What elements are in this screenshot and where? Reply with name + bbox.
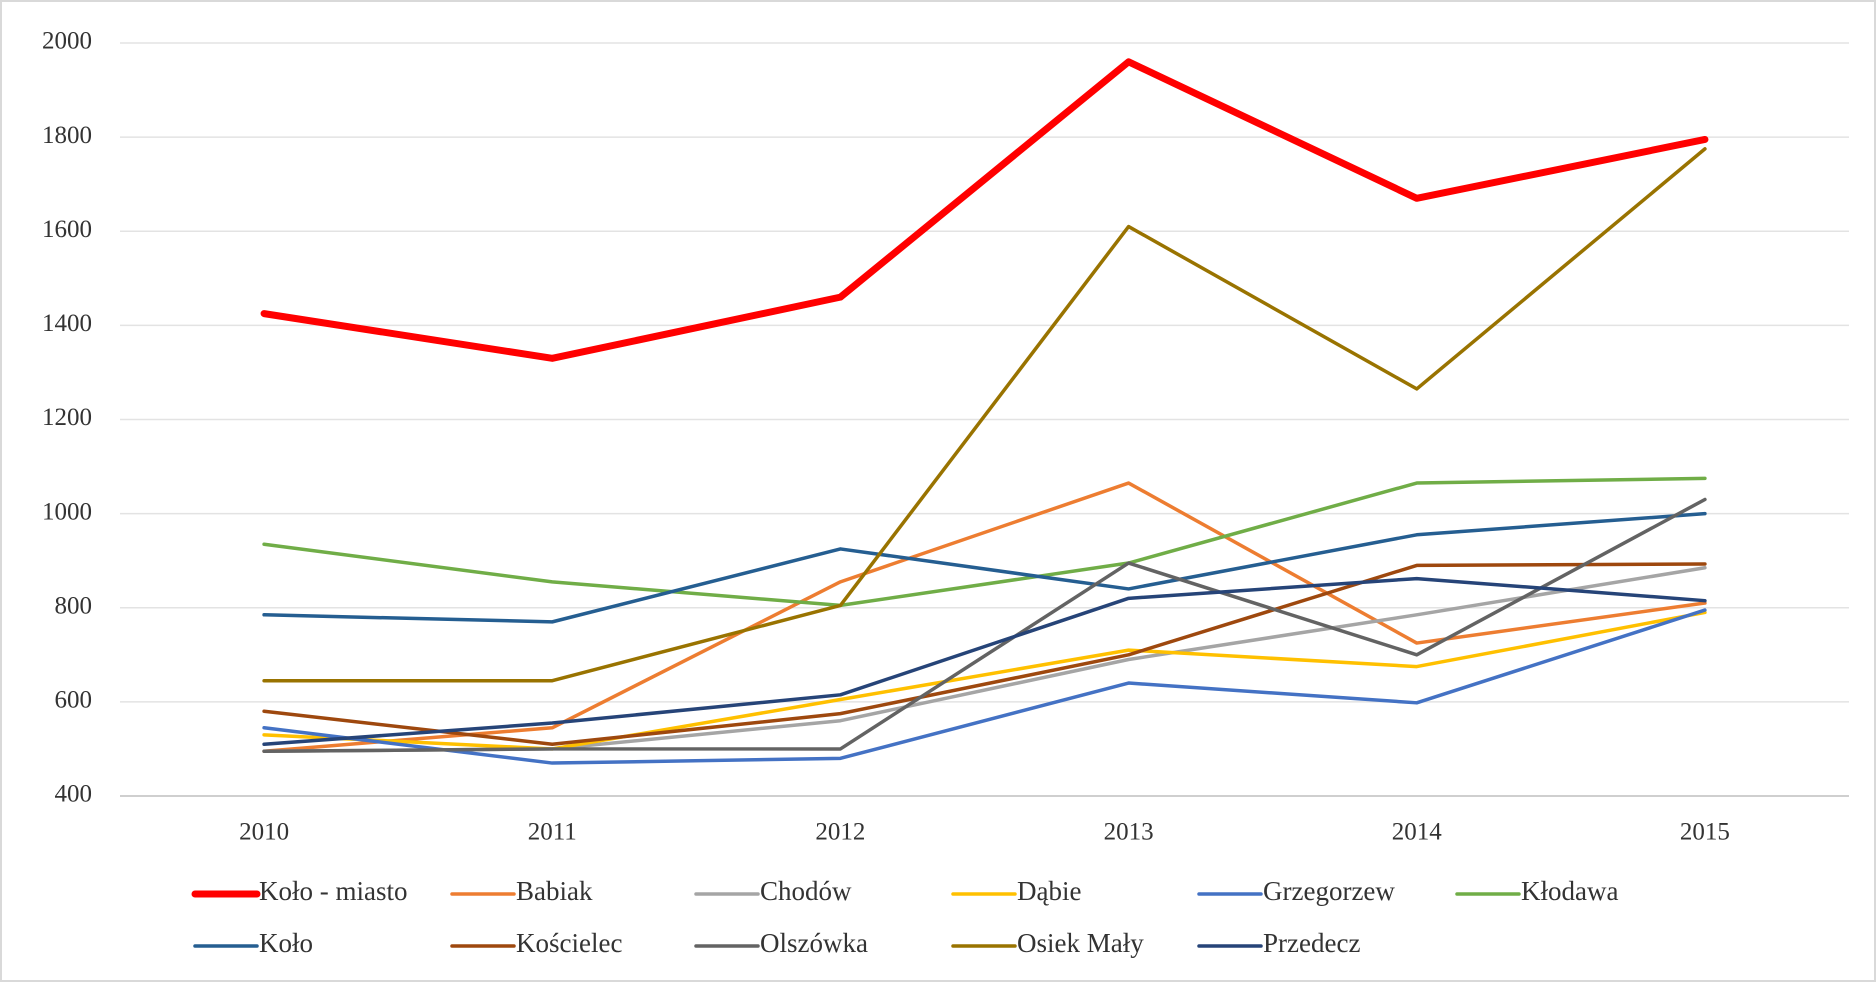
y-tick-label: 1000 [42,498,92,525]
legend-label: Kłodawa [1521,876,1618,906]
legend-label: Przedecz [1263,928,1360,958]
x-tick-label: 2014 [1392,819,1443,846]
x-tick-label: 2012 [815,819,865,846]
y-tick-label: 1200 [42,404,92,431]
line-series [262,147,1707,683]
legend-label: Dąbie [1017,876,1081,906]
y-tick-label: 600 [55,687,93,714]
y-tick-label: 2000 [42,28,92,55]
line-series [262,476,1707,608]
legend: Koło - miasto Babiak Chodów Dąbie Grzegorzew… [191,876,1618,958]
y-tick-label: 800 [55,592,93,619]
x-tick-label: 2011 [528,819,577,846]
y-tick-label: 400 [55,781,93,808]
legend-label: Koło - miasto [259,876,408,906]
line-series [262,497,1707,754]
legend-label: Olszówka [760,928,868,958]
line-series [262,610,1707,751]
line-series [262,576,1707,746]
line-series [262,608,1707,765]
line-series [262,511,1707,624]
legend-label: Koło [259,928,313,958]
legend-label: Babiak [516,876,593,906]
legend-label: Kościelec [516,928,622,958]
x-tick-label: 2013 [1104,819,1154,846]
y-tick-label: 1600 [42,216,92,243]
y-tick-label: 1800 [42,122,92,149]
legend-label: Osiek Mały [1017,928,1144,958]
line-series [262,481,1707,754]
legend-label: Grzegorzew [1263,876,1395,906]
legend-label: Chodów [760,876,852,906]
line-series [260,58,1709,362]
x-tick-label: 2015 [1680,819,1730,846]
line-series [262,562,1707,746]
x-tick-label: 2010 [239,819,289,846]
y-tick-label: 1400 [42,310,92,337]
